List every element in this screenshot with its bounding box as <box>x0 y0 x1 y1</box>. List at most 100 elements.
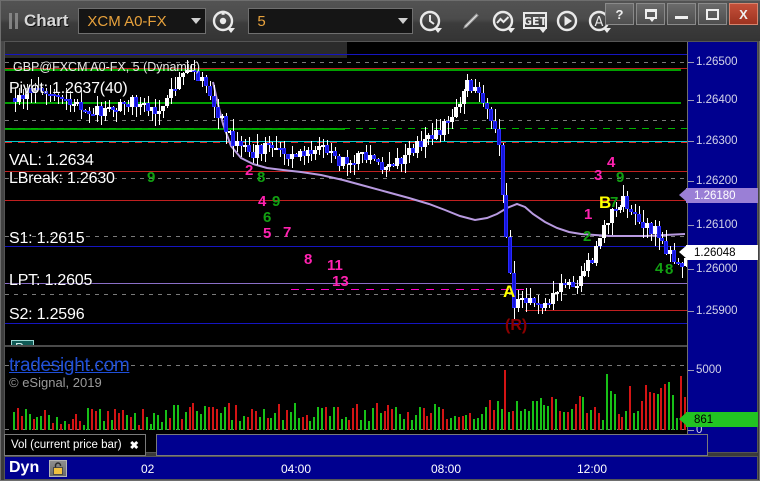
volume-bar <box>247 417 249 430</box>
volume-bar <box>574 403 577 430</box>
candle-body <box>578 276 583 286</box>
candle-body <box>508 237 513 273</box>
candle-wick <box>38 77 40 90</box>
candle-body <box>87 111 92 114</box>
volume-bar <box>637 410 639 430</box>
volume-bar <box>453 415 456 430</box>
time-axis[interactable]: Dyn 02 04:00 08:00 12:00 <box>4 456 758 480</box>
candle-wick <box>151 106 153 121</box>
time-tick-label: 12:00 <box>577 462 608 476</box>
window-grip-icon[interactable] <box>9 13 20 29</box>
volume-bar <box>418 406 421 430</box>
studies-icon[interactable] <box>488 6 518 36</box>
vol-tab[interactable]: Vol (current price bar) ✖ <box>4 434 146 456</box>
copyright-text: © eSignal, 2019 <box>9 375 102 390</box>
candle-body <box>660 237 665 242</box>
candle-body <box>406 147 411 156</box>
volume-bar <box>305 414 308 430</box>
minimize-button[interactable] <box>667 3 696 25</box>
candle-body <box>79 102 84 111</box>
candle-body <box>625 195 630 210</box>
watermark-link[interactable]: tradesight.com <box>9 355 130 376</box>
symbol-dropdown[interactable]: XCM A0-FX <box>78 8 207 34</box>
candle-body <box>570 282 575 287</box>
get-symbol-icon[interactable]: GET <box>520 6 550 36</box>
minimize-icon <box>675 15 688 19</box>
candle-body <box>371 155 376 160</box>
chart-annotation: 2 <box>583 228 592 245</box>
candle-body <box>94 106 99 115</box>
help-button[interactable]: ? <box>605 3 634 25</box>
candle-body <box>227 130 232 133</box>
chart-frame[interactable]: GBP@FXCM A0-FX, 5 (Dynamic) Pivot: 1.263… <box>4 41 758 453</box>
candle-body <box>539 304 544 308</box>
volume-bar <box>371 407 374 430</box>
volume-bar <box>500 409 503 430</box>
draw-pencil-icon[interactable] <box>456 6 486 36</box>
candle-body <box>387 163 392 167</box>
volume-bar <box>270 418 273 430</box>
lock-icon[interactable] <box>49 460 67 477</box>
candle-body <box>531 298 536 304</box>
restore-dropdown-button[interactable] <box>636 3 665 25</box>
candle-wick <box>475 78 477 93</box>
lbreak-label: LBreak: 1.2630 <box>9 170 115 187</box>
volume-gridline <box>5 365 757 366</box>
volume-bar <box>243 416 246 430</box>
candle-body <box>36 87 41 90</box>
play-button-icon[interactable] <box>552 6 582 36</box>
candle-wick <box>57 92 59 104</box>
candle-body <box>196 70 201 81</box>
candle-body <box>293 153 298 157</box>
chart-annotation: (R) <box>505 317 528 334</box>
candle-wick <box>46 88 48 106</box>
close-icon: X <box>739 6 748 22</box>
help-label: ? <box>615 6 624 22</box>
volume-bar <box>586 413 589 430</box>
chevron-down-icon <box>603 28 612 33</box>
volume-bar <box>457 417 460 430</box>
candle-wick <box>89 107 91 124</box>
interval-dropdown[interactable]: 5 <box>248 8 414 34</box>
price-pane[interactable]: GBP@FXCM A0-FX, 5 (Dynamic) Pivot: 1.263… <box>5 42 757 345</box>
symbol-settings-icon[interactable] <box>208 6 238 36</box>
volume-bar <box>289 411 292 430</box>
volume-bar <box>40 416 43 430</box>
close-button[interactable]: X <box>729 3 758 25</box>
candle-wick <box>420 130 422 151</box>
svg-text:GET: GET <box>523 15 547 28</box>
volume-bar <box>625 410 628 430</box>
volume-bar <box>633 413 636 430</box>
candle-body <box>488 108 493 121</box>
volume-bar <box>91 408 93 430</box>
candle-body <box>473 87 478 91</box>
candle-wick <box>186 60 188 75</box>
candle-body <box>91 113 95 116</box>
volume-bar <box>364 409 366 430</box>
candle-body <box>582 270 587 277</box>
candle-wick <box>61 94 63 105</box>
gridline <box>5 294 757 295</box>
candle-body <box>648 223 653 234</box>
candle-wick <box>174 77 176 97</box>
pane-divider[interactable] <box>5 345 757 347</box>
time-interval-icon[interactable] <box>415 6 445 36</box>
candle-body <box>59 96 64 99</box>
level-line-green-lower <box>5 102 681 104</box>
candle-body <box>340 157 345 167</box>
volume-bar <box>562 411 565 430</box>
candle-body <box>75 102 80 105</box>
candle-wick <box>116 108 118 123</box>
volume-bar <box>629 386 632 430</box>
volume-bar <box>274 413 277 430</box>
candle-body <box>122 102 127 105</box>
volume-bar <box>87 408 90 430</box>
candle-body <box>555 292 560 295</box>
volume-bar <box>375 403 378 430</box>
candle-body <box>145 103 150 112</box>
maximize-button[interactable] <box>698 3 727 25</box>
close-icon[interactable]: ✖ <box>129 439 139 452</box>
candle-body <box>223 115 228 133</box>
candle-body <box>188 69 193 72</box>
price-axis[interactable]: 1.26500 1.26400 1.26300 1.26200 1.26100 … <box>679 42 758 452</box>
